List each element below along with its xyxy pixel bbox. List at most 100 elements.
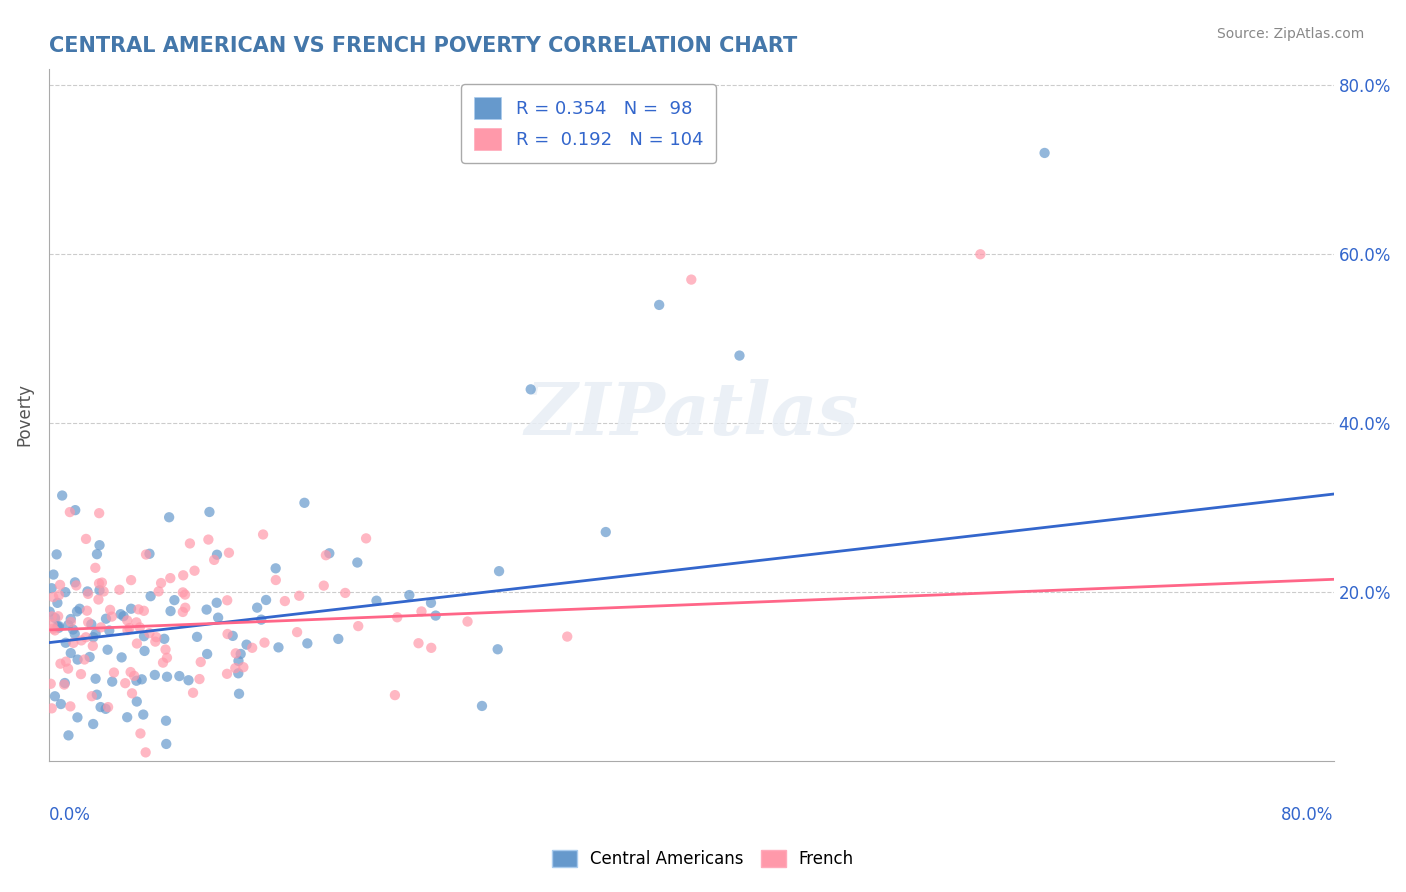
Point — [387, 610, 409, 624]
Y-axis label: Poverty: Poverty — [15, 384, 32, 446]
Point — [48, 588, 70, 602]
Point — [253, 635, 276, 649]
Point — [150, 576, 173, 591]
Point — [174, 600, 197, 615]
Point — [86, 688, 108, 702]
Point — [169, 669, 191, 683]
Point — [267, 640, 290, 655]
Point — [44, 624, 66, 638]
Point — [121, 686, 143, 700]
Point — [69, 601, 91, 615]
Point — [228, 666, 250, 681]
Point — [285, 625, 308, 640]
Point — [42, 567, 65, 582]
Point — [207, 610, 229, 624]
Point — [53, 676, 76, 690]
Point — [217, 627, 239, 641]
Point — [411, 604, 433, 618]
Point — [264, 573, 287, 587]
Point — [143, 634, 166, 648]
Text: Source: ZipAtlas.com: Source: ZipAtlas.com — [1216, 27, 1364, 41]
Point — [163, 593, 186, 607]
Point — [86, 547, 108, 561]
Point — [114, 676, 136, 690]
Point — [112, 609, 135, 624]
Point — [41, 609, 63, 624]
Point — [120, 573, 142, 587]
Point — [125, 694, 148, 708]
Text: CENTRAL AMERICAN VS FRENCH POVERTY CORRELATION CHART: CENTRAL AMERICAN VS FRENCH POVERTY CORRE… — [49, 36, 797, 55]
Point — [254, 593, 277, 607]
Point — [347, 619, 370, 633]
Point — [318, 546, 340, 560]
Point — [41, 617, 63, 632]
Point — [39, 677, 62, 691]
Point — [89, 583, 111, 598]
Point — [197, 533, 219, 547]
Point — [134, 644, 156, 658]
Text: ZIPatlas: ZIPatlas — [524, 379, 859, 450]
Point — [595, 524, 617, 539]
Point — [555, 630, 578, 644]
Point — [132, 604, 155, 618]
Point — [202, 553, 225, 567]
Point — [41, 581, 63, 595]
Point — [94, 612, 117, 626]
Point — [120, 665, 142, 679]
Point — [131, 673, 153, 687]
Point — [138, 626, 160, 640]
Point — [45, 548, 67, 562]
Point — [59, 505, 82, 519]
Point — [297, 636, 319, 650]
Point — [58, 618, 80, 632]
Point — [229, 647, 252, 661]
Point — [108, 582, 131, 597]
Point — [346, 556, 368, 570]
Point — [97, 700, 120, 714]
Point — [118, 621, 141, 635]
Point — [366, 593, 388, 607]
Text: 0.0%: 0.0% — [49, 805, 91, 824]
Point — [177, 673, 200, 688]
Point — [115, 614, 138, 628]
Point — [82, 630, 104, 644]
Point — [53, 677, 76, 691]
Point — [129, 726, 152, 740]
Point — [82, 639, 104, 653]
Point — [128, 602, 150, 616]
Point — [62, 636, 84, 650]
Point — [65, 503, 87, 517]
Point — [117, 623, 139, 637]
Point — [98, 603, 121, 617]
Point — [172, 605, 194, 619]
Point — [217, 593, 239, 607]
Point — [519, 382, 541, 396]
Point — [222, 629, 245, 643]
Point — [84, 561, 107, 575]
Point — [90, 575, 112, 590]
Point — [195, 647, 218, 661]
Point — [425, 608, 447, 623]
Point — [488, 564, 510, 578]
Point — [103, 665, 125, 680]
Point — [101, 674, 124, 689]
Point — [128, 620, 150, 634]
Point — [77, 587, 100, 601]
Point — [44, 690, 66, 704]
Point — [457, 615, 479, 629]
Point — [49, 697, 72, 711]
Point — [156, 650, 179, 665]
Point — [420, 596, 443, 610]
Point — [172, 568, 194, 582]
Point — [205, 596, 228, 610]
Point — [84, 672, 107, 686]
Point — [384, 688, 406, 702]
Point — [80, 617, 103, 632]
Point — [228, 654, 250, 668]
Point — [66, 604, 89, 618]
Point — [66, 652, 89, 666]
Point — [125, 673, 148, 688]
Point — [66, 710, 89, 724]
Point — [145, 630, 167, 644]
Point — [93, 584, 115, 599]
